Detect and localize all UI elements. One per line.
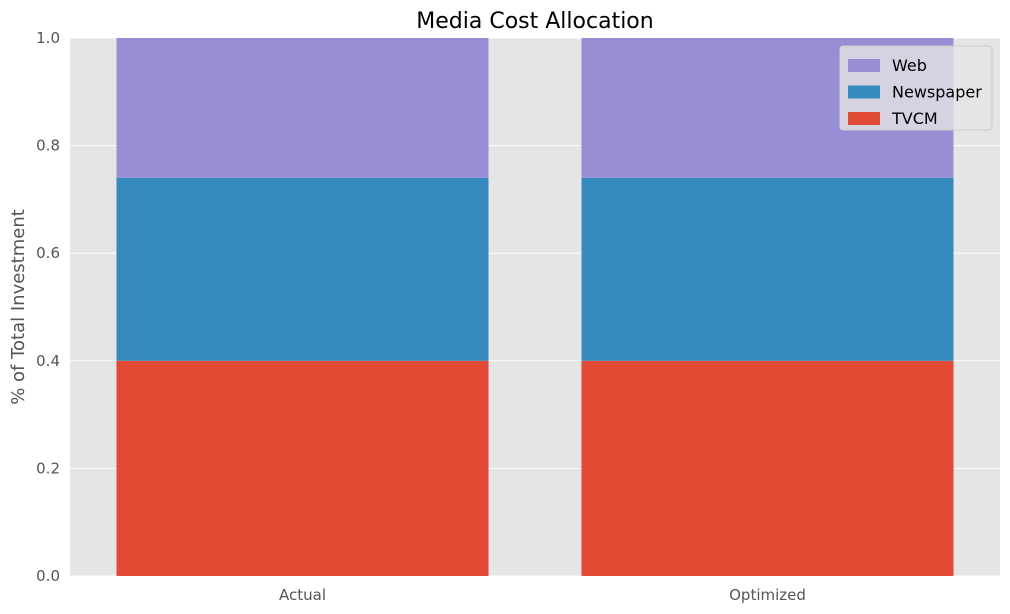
legend-swatch-tvcm [848,112,880,125]
y-tick-label: 0.2 [36,459,60,477]
y-tick-labels: 0.0 0.2 0.4 0.6 0.8 1.0 [36,29,60,585]
y-tick-label: 0.8 [36,137,60,155]
bar-tvcm-actual [116,360,489,576]
bar-tvcm-optimized [581,360,954,576]
legend-label-newspaper: Newspaper [892,83,982,102]
bar-newspaper-optimized [581,177,954,361]
legend-swatch-web [848,59,880,72]
x-tick-labels: Actual Optimized [279,586,806,604]
x-tick-label: Optimized [729,586,806,604]
y-tick-label: 0.4 [36,352,60,370]
chart-title: Media Cost Allocation [416,9,653,34]
bar-newspaper-actual [116,177,489,361]
x-tick-label: Actual [279,586,326,604]
y-tick-label: 0.6 [36,244,60,262]
legend: Web Newspaper TVCM [839,45,993,131]
legend-label-tvcm: TVCM [891,109,938,128]
y-tick-label: 1.0 [36,29,60,47]
legend-swatch-newspaper [848,85,880,99]
bar-web-actual [116,38,489,178]
legend-label-web: Web [892,56,927,75]
bars [116,38,954,576]
y-axis-label: % of Total Investment [8,209,29,405]
y-tick-label: 0.0 [36,567,60,585]
